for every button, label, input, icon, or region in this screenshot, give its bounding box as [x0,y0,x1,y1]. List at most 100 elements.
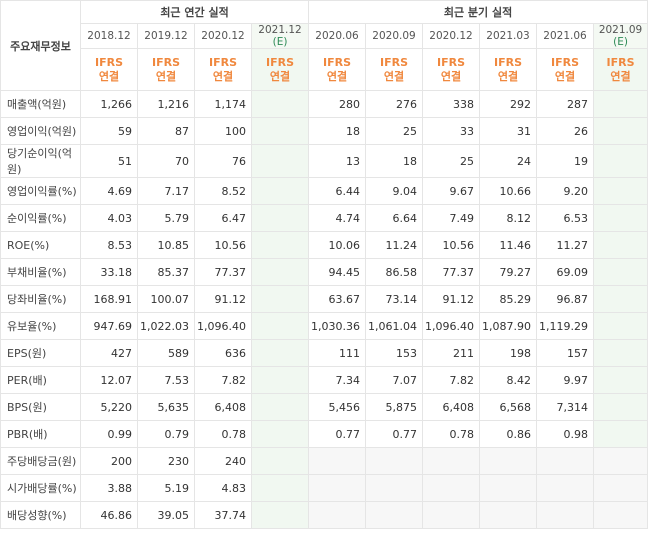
consolidated-label: 연결 [269,69,291,83]
quarter-value: 11.24 [365,231,424,259]
quarter-value: 5,875 [365,393,424,421]
annual-date-header: 2019.12 [137,23,195,49]
annual-value: 1,266 [80,90,138,118]
ifrs-label: IFRS [437,55,466,69]
quarter-value [365,474,424,502]
quarter-value: 63.67 [308,285,367,313]
quarter-value: 79.27 [479,258,538,286]
annual-value: 100 [194,117,252,145]
metric-label: PBR(배) [0,420,81,448]
consolidated-label: 연결 [610,69,631,83]
row-title-header: 주요재무정보 [0,0,81,91]
annual-estimate-value [250,420,310,448]
annual-estimate-value [250,285,310,313]
quarter-value [479,474,538,502]
quarter-value: 1,119.29 [536,312,595,340]
quarter-value: 7,314 [536,393,595,421]
ifrs-label: IFRS [266,55,294,69]
metric-label: 부채비율(%) [0,258,81,286]
quarter-value: 18 [365,144,424,178]
metric-label: 순이익률(%) [0,204,81,232]
quarter-value: 11.27 [536,231,595,259]
quarter-value [536,474,595,502]
annual-value: 87 [137,117,195,145]
table-row: 배당성향(%) 46.86 39.05 37.74 [0,501,648,529]
metric-label: 배당성향(%) [0,501,81,529]
annual-value: 0.78 [194,420,252,448]
annual-value: 51 [80,144,138,178]
annual-value: 76 [194,144,252,178]
quarter-value [308,501,367,529]
annual-value: 10.85 [137,231,195,259]
quarter-value: 287 [536,90,595,118]
quarter-value: 4.74 [308,204,367,232]
ifrs-badge: IFRS 연결 [536,48,595,91]
quarter-value: 6.53 [536,204,595,232]
ifrs-label: IFRS [551,55,580,69]
annual-value: 947.69 [80,312,138,340]
quarter-date-header: 2020.12 [422,23,481,49]
quarter-value: 1,061.04 [365,312,424,340]
quarter-value: 111 [308,339,367,367]
quarter-estimate-value [593,117,648,145]
annual-value: 7.53 [137,366,195,394]
quarter-value: 9.20 [536,177,595,205]
annual-value: 6,408 [194,393,252,421]
quarter-value: 33 [422,117,481,145]
table-row: 유보율(%) 947.69 1,022.03 1,096.40 1,030.36 1,06… [0,312,648,340]
quarter-estimate-value [593,90,648,118]
quarter-value: 69.09 [536,258,595,286]
quarter-value: 338 [422,90,481,118]
quarter-estimate-value [593,474,648,502]
table-row: 영업이익률(%) 4.69 7.17 8.52 6.44 9.04 9.67 10.66 9.2… [0,177,648,205]
quarter-estimate-value [593,366,648,394]
quarter-value: 7.07 [365,366,424,394]
quarter-value: 6,568 [479,393,538,421]
table-row: ROE(%) 8.53 10.85 10.56 10.06 11.24 10.56 11.46… [0,231,648,259]
annual-value: 1,022.03 [137,312,195,340]
annual-results-header: 최근 연간 실적 [79,0,310,24]
estimate-date: 2021.12 [258,24,302,36]
quarter-estimate-value [593,420,648,448]
quarter-value: 96.87 [536,285,595,313]
annual-estimate-value [250,312,310,340]
metric-label: 시가배당률(%) [0,474,81,502]
annual-value: 1,216 [137,90,195,118]
quarter-value: 198 [479,339,538,367]
table-row: 순이익률(%) 4.03 5.79 6.47 4.74 6.64 7.49 8.12 6.53 [0,204,648,232]
quarter-value: 0.77 [365,420,424,448]
annual-value: 33.18 [80,258,138,286]
annual-value: 7.17 [137,177,195,205]
table-row: EPS(원) 427 589 636 111 153 211 198 157 [0,339,648,367]
quarter-value [308,474,367,502]
quarter-value: 7.49 [422,204,481,232]
metric-label: PER(배) [0,366,81,394]
annual-value: 91.12 [194,285,252,313]
quarter-value: 7.82 [422,366,481,394]
ifrs-label: IFRS [209,55,237,69]
annual-estimate-value [250,90,310,118]
annual-value: 37.74 [194,501,252,529]
ifrs-badge: IFRS 연결 [194,48,252,91]
ifrs-badge: IFRS 연결 [479,48,538,91]
ifrs-label: IFRS [380,55,409,69]
consolidated-label: 연결 [98,69,120,83]
metric-label: 당좌비율(%) [0,285,81,313]
ifrs-badge: IFRS 연결 [80,48,138,91]
table-row: 당좌비율(%) 168.91 100.07 91.12 63.67 73.14 91.12 8… [0,285,648,313]
quarter-date-header: 2021.06 [536,23,595,49]
quarter-value: 10.56 [422,231,481,259]
quarter-value [365,447,424,475]
quarter-estimate-value [593,144,648,178]
annual-estimate-value [250,117,310,145]
quarter-estimate-value [593,447,648,475]
annual-estimate-value [250,144,310,178]
estimate-date: 2021.09 [598,24,643,36]
annual-value: 8.53 [80,231,138,259]
metric-label: 당기순이익(억원) [0,144,81,178]
metric-label: 주당배당금(원) [0,447,81,475]
quarter-value: 5,456 [308,393,367,421]
quarter-value: 13 [308,144,367,178]
ifrs-label: IFRS [606,55,635,69]
